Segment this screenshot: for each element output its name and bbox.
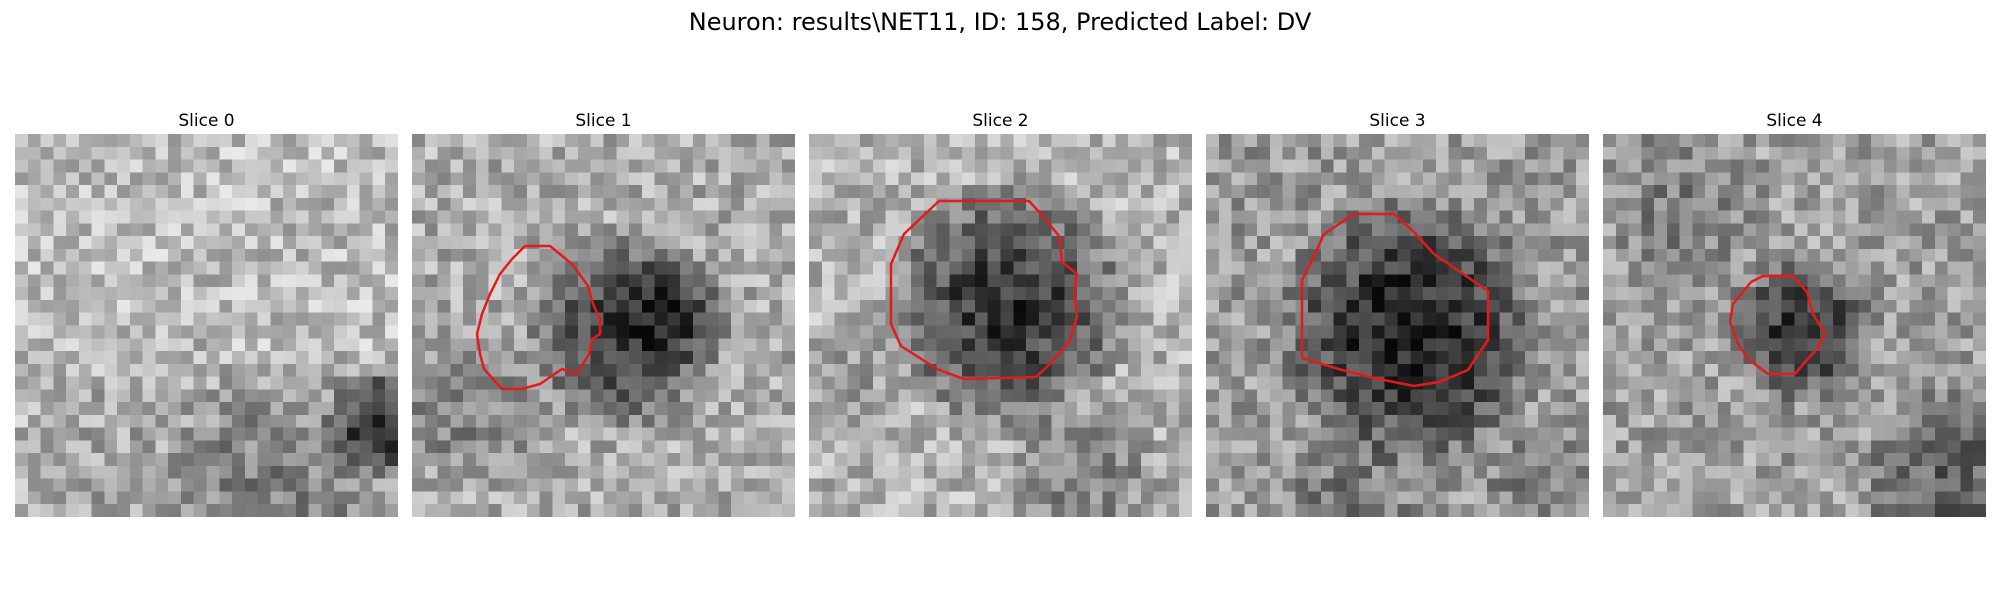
slice-image <box>1206 134 1589 517</box>
slice-image <box>15 134 398 517</box>
slice-panel-3: Slice 3 <box>1206 110 1589 517</box>
slice-title: Slice 3 <box>1369 111 1426 131</box>
slice-panel-4: Slice 4 <box>1603 110 1986 517</box>
slice-panel-2: Slice 2 <box>809 110 1192 517</box>
slice-3-contour <box>1300 212 1490 388</box>
slice-3-pixels <box>1206 134 1589 517</box>
slice-panel-0: Slice 0 <box>15 110 398 517</box>
slice-2-contour <box>889 199 1079 381</box>
slice-panel-1: Slice 1 <box>412 110 795 517</box>
slice-image <box>1603 134 1986 517</box>
slice-4-pixels <box>1603 134 1986 517</box>
slice-0-pixels <box>15 134 398 517</box>
slice-image <box>809 134 1192 517</box>
figure-title: Neuron: results\NET11, ID: 158, Predicte… <box>688 8 1312 36</box>
slice-title: Slice 0 <box>178 111 235 131</box>
slice-title: Slice 4 <box>1766 111 1823 131</box>
slice-1-contour <box>475 244 602 391</box>
slice-title: Slice 1 <box>575 111 632 131</box>
slice-2-pixels <box>809 134 1192 517</box>
slice-image <box>412 134 795 517</box>
slice-4-contour <box>1728 274 1827 376</box>
slice-title: Slice 2 <box>972 111 1029 131</box>
slice-1-pixels <box>412 134 795 517</box>
